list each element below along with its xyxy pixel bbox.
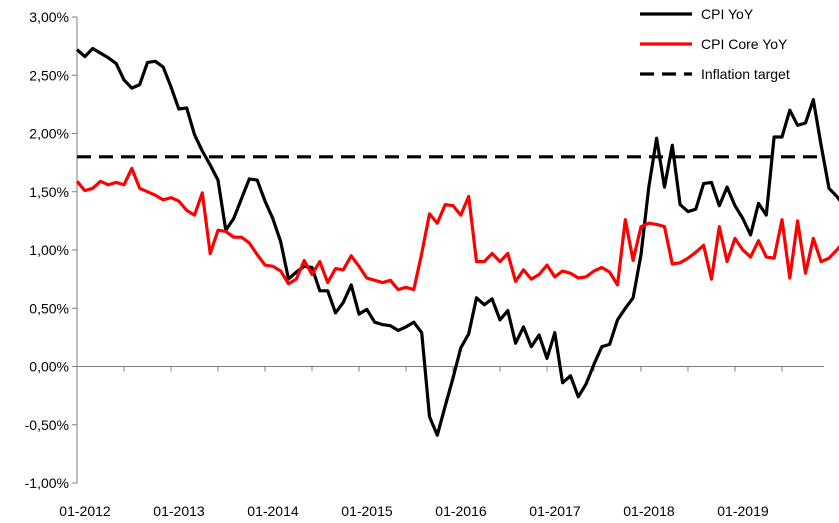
y-tick-label: -0,50% — [25, 417, 69, 433]
x-tick-label: 01-2013 — [153, 503, 205, 519]
series-line-cpi-core-yoy — [75, 166, 839, 292]
x-tick-label: 01-2019 — [717, 503, 769, 519]
x-tick-label: 01-2016 — [435, 503, 487, 519]
y-tick-label: 0,50% — [29, 300, 69, 316]
series-lines — [75, 46, 839, 437]
legend: CPI YoY CPI Core YoY Inflation target — [640, 6, 790, 82]
x-tick-label: 01-2012 — [59, 503, 111, 519]
y-tick-label: 1,00% — [29, 242, 69, 258]
x-tick-label: 01-2015 — [341, 503, 393, 519]
y-tick-label: 2,00% — [29, 126, 69, 142]
y-tick-label: 1,50% — [29, 184, 69, 200]
x-tick-label: 01-2018 — [623, 503, 675, 519]
y-tick-label: 2,50% — [29, 67, 69, 83]
y-tick-label: 0,00% — [29, 359, 69, 375]
legend-label: CPI Core YoY — [701, 36, 788, 52]
series-line-cpi-yoy — [75, 46, 839, 437]
y-tick-labels: 3,00% 2,50% 2,00% 1,50% 1,00% 0,50% 0,00% -0,50… — [25, 9, 69, 491]
axes — [72, 16, 824, 484]
y-tick-label: 3,00% — [29, 9, 69, 25]
y-tick-label: -1,00% — [25, 475, 69, 491]
legend-label: CPI YoY — [701, 6, 754, 22]
legend-label: Inflation target — [701, 66, 790, 82]
x-tick-label: 01-2014 — [247, 503, 299, 519]
x-tick-labels: 01-2012 01-2013 01-2014 01-2015 01-2016 01-20… — [59, 503, 769, 519]
x-tick-label: 01-2017 — [529, 503, 581, 519]
